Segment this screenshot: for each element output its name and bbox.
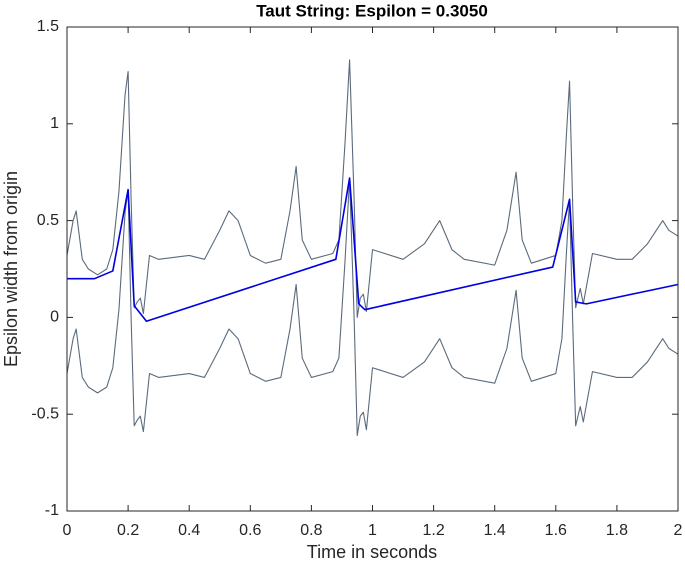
y-tick-label: -0.5 [31,405,59,422]
y-tick-label: -1 [45,502,59,519]
y-tick-label: 0 [50,309,59,326]
x-tick-label: 2 [674,522,683,539]
x-tick-label: 1.4 [484,522,506,539]
x-tick-label: 1.6 [545,522,567,539]
x-tick-label: 0.2 [117,522,139,539]
y-tick-label: 1.5 [37,18,59,35]
x-tick-label: 1.8 [606,522,628,539]
x-tick-label: 0.8 [300,522,322,539]
x-tick-label: 0 [63,522,72,539]
line-series [66,177,679,437]
y-tick-label: 1 [50,115,59,132]
line-series [67,177,679,323]
y-axis-label: Epsilon width from origin [1,171,21,367]
x-tick-label: 0.6 [239,522,261,539]
y-tick-label: 0.5 [37,212,59,229]
plot-frame [66,26,679,512]
x-tick-label: 0.4 [178,522,200,539]
line-series [66,59,679,318]
x-tick-label: 1.2 [422,522,444,539]
chart-title: Taut String: Espilon = 0.3050 [256,1,488,20]
x-axis-label: Time in seconds [307,542,437,562]
x-tick-label: 1 [368,522,377,539]
